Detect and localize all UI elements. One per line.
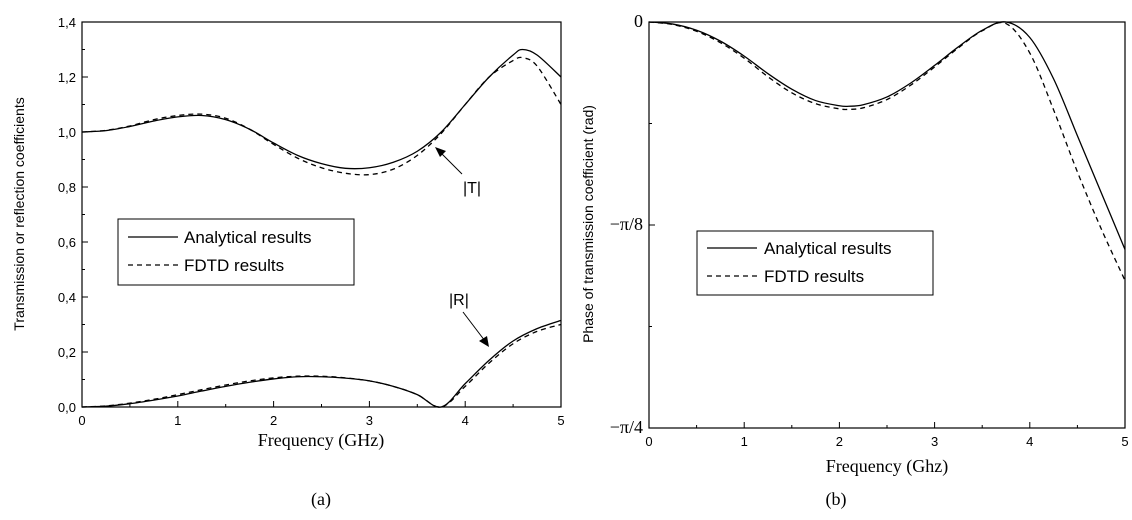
panel-a-y-tick-label: 1,2 [58,70,76,85]
panel-a-legend-box [117,218,355,286]
panel-a-legend-label-analytical: Analytical results [184,228,312,247]
panel-b-x-tick-label: 4 [1026,434,1033,449]
panel-a-x-tick-label: 2 [270,413,277,428]
panel-b-legend: Analytical results FDTD results [696,230,934,296]
panel-b-legend-label-fdtd: FDTD results [764,267,864,286]
annotation-r-arrow [462,311,486,342]
panel-a-x-tick-label: 1 [174,413,181,428]
panel-b-y-tick-label: −π/4 [610,417,643,437]
panel-a-legend: Analytical results FDTD results [117,218,355,286]
panel-a-curve-r-solid [81,319,562,408]
panel-a-label: (a) [311,489,331,510]
panel-b-curves [648,21,1126,281]
panel-a-y-tick-label: 0,8 [58,180,76,195]
panel-a-plot-frame [81,21,562,408]
panel-a-x-tick-label: 0 [78,413,85,428]
panel-b-y-axis-label: Phase of transmission coefficient (rad) [580,105,596,343]
panel-a-y-tick-label: 1,4 [58,15,76,30]
panel-a-y-tick-label: 1,0 [58,125,76,140]
panel-b-grid-ticks: 0 1 2 3 4 5 0 −π/8 −π/4 [610,11,1129,449]
panel-a-curve-t-dashed [81,56,562,176]
panel-a-curves [81,48,562,408]
panel-b-x-tick-label: 1 [741,434,748,449]
panel-b-label: (b) [826,489,847,510]
panel-b-x-tick-label: 3 [931,434,938,449]
panel-a-y-tick-label: 0,2 [58,345,76,360]
panel-b-y-tick-label: −π/8 [610,214,643,234]
annotation-t-arrowhead [435,147,446,157]
panel-b: 0 1 2 3 4 5 0 −π/8 −π/4 Phase of transmission co… [580,11,1129,510]
panel-b-x-tick-label: 2 [836,434,843,449]
panel-a-y-tick-label: 0,6 [58,235,76,250]
panel-a-y-axis-label: Transmission or reflection coefficients [11,97,27,330]
annotation-t-arrow [439,151,463,175]
panel-a-y-tick-label: 0,4 [58,290,76,305]
panel-a-x-axis-label: Frequency (GHz) [258,430,384,451]
panel-a-x-tick-label: 5 [557,413,564,428]
panel-b-x-axis-label: Frequency (Ghz) [826,456,948,477]
annotation-t: |T| [463,180,481,197]
panel-b-legend-label-analytical: Analytical results [764,239,892,258]
panel-b-legend-box [696,230,934,296]
panel-a-curve-t-solid [81,48,562,170]
panel-b-curve-solid [648,21,1126,250]
panel-b-x-tick-label: 5 [1121,434,1128,449]
panel-b-y-tick-label: 0 [634,11,643,31]
annotation-r: |R| [449,292,469,309]
panel-a-grid-ticks: 0 1 2 3 4 5 0,0 0,2 0,4 0,6 0,8 1,0 1,2 1,4 [58,15,565,428]
panel-a-legend-label-fdtd: FDTD results [184,256,284,275]
panel-b-x-tick-label: 0 [645,434,652,449]
panel-a-x-tick-label: 4 [462,413,469,428]
panel-b-curve-dashed [648,21,1126,281]
panel-a: 0 1 2 3 4 5 0,0 0,2 0,4 0,6 0,8 1,0 1,2 1,4 Transmiss… [11,15,565,510]
annotation-r-arrowhead [479,336,489,347]
panel-b-plot-frame [648,21,1126,429]
panel-a-curve-r-dashed [81,323,562,408]
panel-a-x-tick-label: 3 [366,413,373,428]
panel-a-y-tick-label: 0,0 [58,400,76,415]
